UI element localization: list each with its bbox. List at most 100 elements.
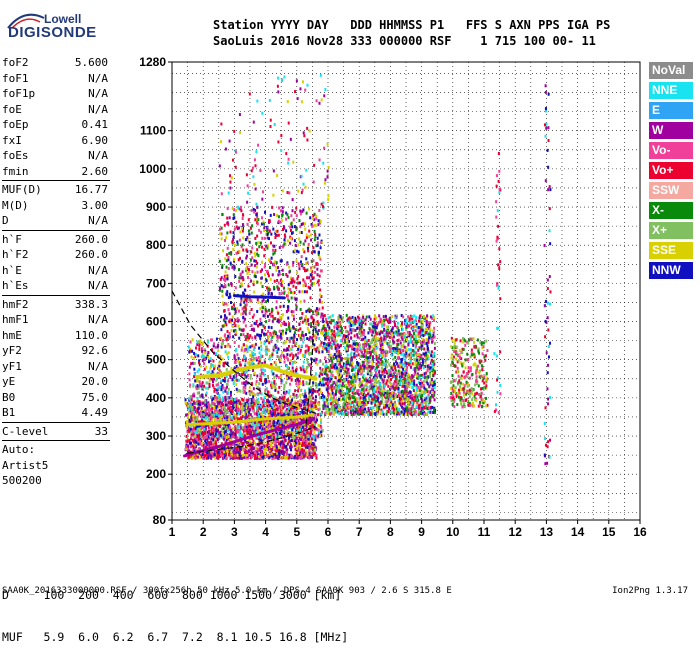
echo-point <box>298 407 300 410</box>
echo-point <box>261 302 263 305</box>
echo-point <box>312 311 314 314</box>
echo-point <box>257 271 259 274</box>
echo-point <box>251 398 253 401</box>
echo-point <box>303 337 305 340</box>
echo-point <box>310 309 312 312</box>
echo-point <box>264 312 266 315</box>
echo-point <box>253 283 255 286</box>
echo-point <box>188 430 190 433</box>
echo-point <box>213 402 215 405</box>
echo-point <box>245 238 247 241</box>
y-tick-label: 300 <box>146 429 166 443</box>
echo-point <box>261 246 263 249</box>
echo-point <box>241 457 243 460</box>
y-tick-label: 1000 <box>139 162 166 176</box>
echo-point <box>288 271 290 274</box>
echo-point <box>271 257 273 260</box>
echo-point <box>306 290 308 293</box>
echo-point <box>189 404 191 407</box>
echo-point <box>315 405 317 408</box>
echo-point <box>283 453 285 456</box>
echo-point <box>314 414 316 417</box>
echo-point <box>263 435 265 438</box>
echo-point <box>290 237 292 240</box>
echo-point <box>263 332 265 335</box>
echo-point <box>242 214 244 217</box>
echo-point <box>269 453 271 456</box>
echo-point <box>229 426 231 429</box>
echo-point <box>241 373 243 376</box>
echo-point <box>286 377 288 380</box>
echo-point <box>254 237 256 240</box>
echo-point <box>225 430 227 433</box>
echo-point <box>319 298 321 301</box>
echo-point <box>271 353 273 356</box>
echo-point <box>383 315 385 318</box>
echo-point <box>256 451 258 454</box>
echo-point <box>308 456 310 459</box>
echo-point <box>233 382 235 385</box>
echo-point <box>228 402 230 405</box>
echo-point <box>230 282 232 285</box>
echo-point <box>297 389 299 392</box>
echo-point <box>225 350 227 353</box>
echo-point <box>303 354 305 357</box>
echo-point <box>264 273 266 276</box>
echo-point <box>241 349 243 352</box>
echo-point <box>302 442 304 445</box>
echo-point <box>234 319 236 322</box>
echo-point <box>260 368 262 371</box>
echo-point <box>278 386 280 389</box>
echo-point <box>280 359 282 362</box>
echo-point <box>257 301 259 304</box>
echo-point <box>301 448 303 451</box>
echo-point <box>310 400 312 403</box>
echo-point <box>218 394 220 397</box>
echo-point <box>194 435 196 438</box>
echo-point <box>254 412 256 415</box>
echo-point <box>285 218 287 221</box>
echo-point <box>238 310 240 313</box>
echo-point <box>252 392 254 395</box>
echo-point <box>308 352 310 355</box>
echo-point <box>308 346 310 349</box>
echo-point <box>310 273 312 276</box>
echo-point <box>234 322 236 325</box>
echo-point <box>230 394 232 397</box>
echo-point <box>252 352 254 355</box>
x-tick-label: 15 <box>602 525 616 539</box>
echo-point <box>291 296 293 299</box>
echo-point <box>205 366 207 369</box>
echo-point <box>228 418 230 421</box>
echo-point <box>302 222 304 225</box>
echo-point <box>318 337 320 340</box>
echo-point <box>272 394 274 397</box>
echo-point <box>276 300 278 303</box>
echo-point <box>316 419 318 422</box>
echo-point <box>189 366 191 369</box>
echo-point <box>317 402 319 405</box>
echo-point <box>238 399 240 402</box>
echo-point <box>273 385 275 388</box>
echo-point <box>278 356 280 359</box>
echo-point <box>198 348 200 351</box>
echo-point <box>273 263 275 266</box>
echo-point <box>275 306 277 309</box>
echo-point <box>280 355 282 358</box>
echo-point <box>294 225 296 228</box>
echo-point <box>242 312 244 315</box>
echo-point <box>302 248 304 251</box>
echo-point <box>219 418 221 421</box>
echo-point <box>216 397 218 400</box>
echo-point <box>223 364 225 367</box>
echo-point <box>224 257 226 260</box>
echo-point <box>282 330 284 333</box>
echo-point <box>264 237 266 240</box>
echo-point <box>287 287 289 290</box>
echo-point <box>298 345 300 348</box>
echo-point <box>236 225 238 228</box>
echo-point <box>230 450 232 453</box>
echo-point <box>296 214 298 217</box>
echo-point <box>253 280 255 283</box>
